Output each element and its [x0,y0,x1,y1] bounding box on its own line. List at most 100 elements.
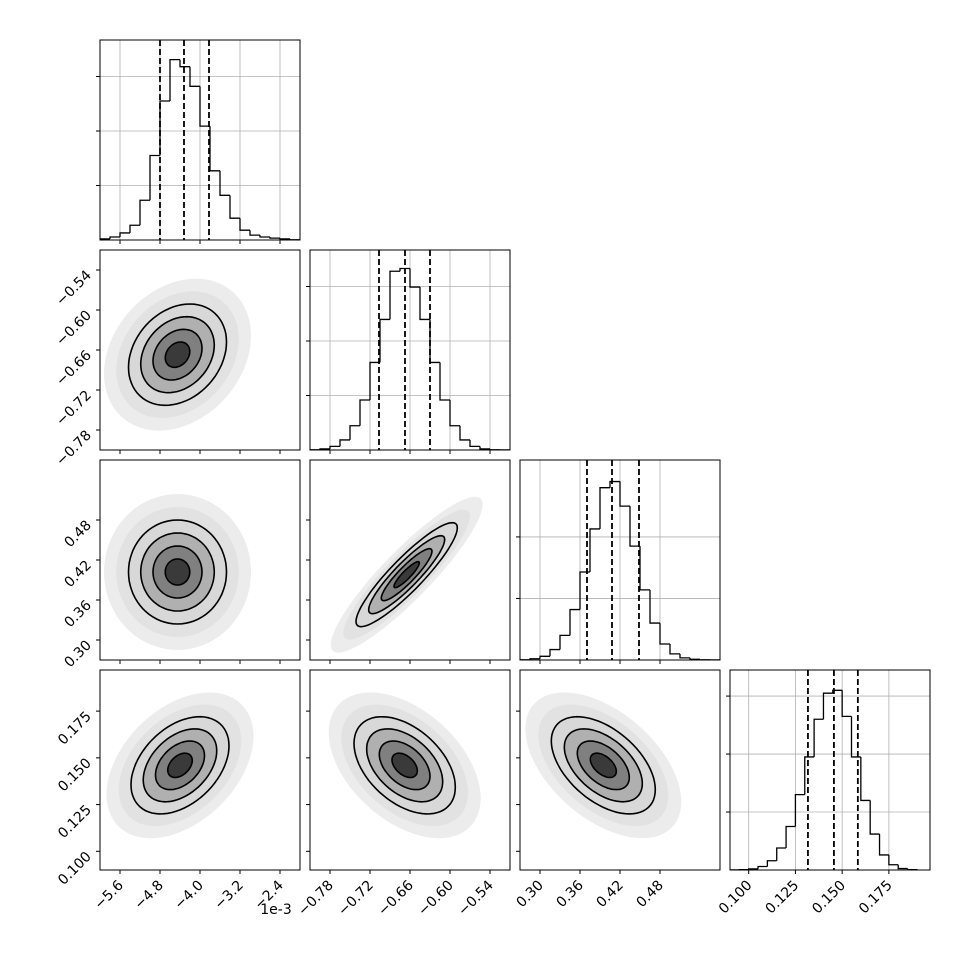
y-tick-label: 0.42 [61,558,94,591]
histogram-bin [639,546,650,591]
x-tick-label: 0.48 [633,878,666,911]
histogram-bin [389,270,400,320]
histogram-bin [239,218,250,231]
histogram-bin [766,860,777,867]
contour [391,752,419,779]
histogram-bin [804,756,815,795]
histogram-bin [785,825,796,848]
histogram-bin [459,425,470,441]
histogram-bin [209,126,220,172]
pair-panel [104,278,251,431]
histogram-bin [359,399,370,426]
histogram-bin [659,623,670,645]
histogram-bin [399,267,410,272]
histogram-bin [409,268,420,288]
histogram-bin [449,400,460,427]
y-tick-label: 0.175 [55,709,95,749]
x-tick-label: −4.0 [171,878,206,913]
histogram-bin [609,480,620,488]
histogram-bin [129,224,140,233]
histogram-bin [229,195,240,219]
histogram-bin [109,236,120,239]
histogram-bin [629,506,640,547]
histogram-bin [479,446,490,450]
x-tick-label: 0.30 [513,878,546,911]
histogram-bin [822,692,833,720]
histogram-bin [794,793,805,827]
x-tick-label: −4.8 [131,878,166,913]
histogram-panel [520,460,720,660]
offset-text: 1e-3 [260,902,291,918]
histogram-bin [279,238,290,240]
histogram-bin [579,571,590,610]
y-tick-label: 0.100 [55,849,95,889]
histogram-bin [888,854,899,866]
histogram-panel [730,670,930,870]
histogram-bin [199,86,210,127]
histogram-bin [850,716,861,758]
histogram-bin [269,237,280,239]
histogram-bin [169,58,180,102]
y-tick-label: 0.125 [55,802,95,842]
histogram-bin [259,235,270,238]
histogram-bin [649,589,660,624]
histogram-bin [549,648,560,657]
x-tick-label: 0.100 [716,878,756,918]
histogram-bin [813,718,824,757]
x-tick-label: −3.2 [211,878,246,913]
histogram-bin [860,756,871,802]
x-tick-label: 0.175 [856,878,896,918]
pair-panel [525,692,682,839]
contour [164,558,191,586]
x-tick-label: −0.54 [455,877,497,919]
histogram-bin [589,528,600,572]
histogram-bin [419,287,430,321]
pair-panel [104,494,251,650]
histogram-bin [559,634,570,650]
histogram-bin [529,658,540,660]
histogram-bin [679,653,690,659]
y-tick-label: 0.48 [61,518,94,551]
histogram-bin [339,439,350,447]
histogram-bin [319,448,330,450]
histogram-bin [439,362,450,401]
histogram-bin [878,834,889,856]
histogram-bin [139,199,150,226]
x-tick-label: 0.150 [809,878,849,918]
y-tick-label: −0.54 [53,267,95,309]
x-tick-label: −0.66 [375,877,417,919]
histogram-bin [179,59,190,68]
histogram-bin [219,170,230,196]
x-tick-label: −0.60 [415,878,457,920]
histogram-bin [569,608,580,636]
y-tick-label: −0.78 [53,428,95,470]
y-tick-label: 0.150 [55,755,95,795]
histogram-bin [349,425,360,440]
histogram-bin [469,439,480,448]
histogram-bin [748,868,759,870]
panel-frame [729,669,931,871]
histogram-panel [100,40,300,240]
y-tick-label: −0.72 [53,388,95,430]
contour [393,560,421,589]
y-tick-label: 0.36 [61,597,94,630]
pair-panel [328,692,481,839]
x-tick-label: −0.78 [295,878,337,920]
histogram-bin [669,644,680,655]
x-tick-label: −5.6 [91,877,126,912]
histogram-bin [189,66,200,87]
histogram-bin [619,481,630,507]
histogram-bin [841,690,852,718]
x-tick-label: 0.36 [553,877,586,910]
histogram-bin [599,487,610,529]
pair-panel [106,692,254,839]
histogram-bin [369,361,380,401]
histogram-bin [100,238,110,240]
histogram-panel [310,250,510,450]
histogram-bin [832,689,843,694]
histogram-bin [897,864,908,870]
histogram-bin [149,154,160,201]
histogram-bin [119,232,130,238]
histogram-bin [689,657,700,660]
